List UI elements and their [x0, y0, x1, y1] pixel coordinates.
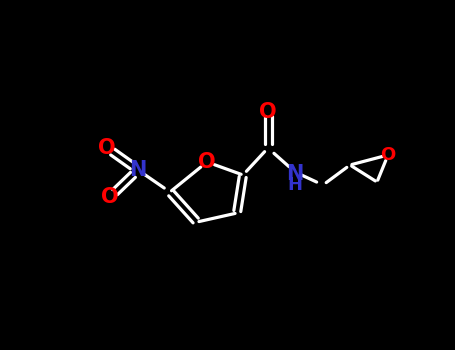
Text: O: O	[101, 187, 119, 207]
Text: N: N	[286, 164, 303, 184]
Text: H: H	[288, 176, 303, 194]
Text: O: O	[198, 152, 216, 172]
Text: N: N	[129, 160, 147, 180]
Text: O: O	[380, 146, 396, 164]
Text: O: O	[98, 138, 116, 158]
Text: O: O	[259, 102, 277, 122]
